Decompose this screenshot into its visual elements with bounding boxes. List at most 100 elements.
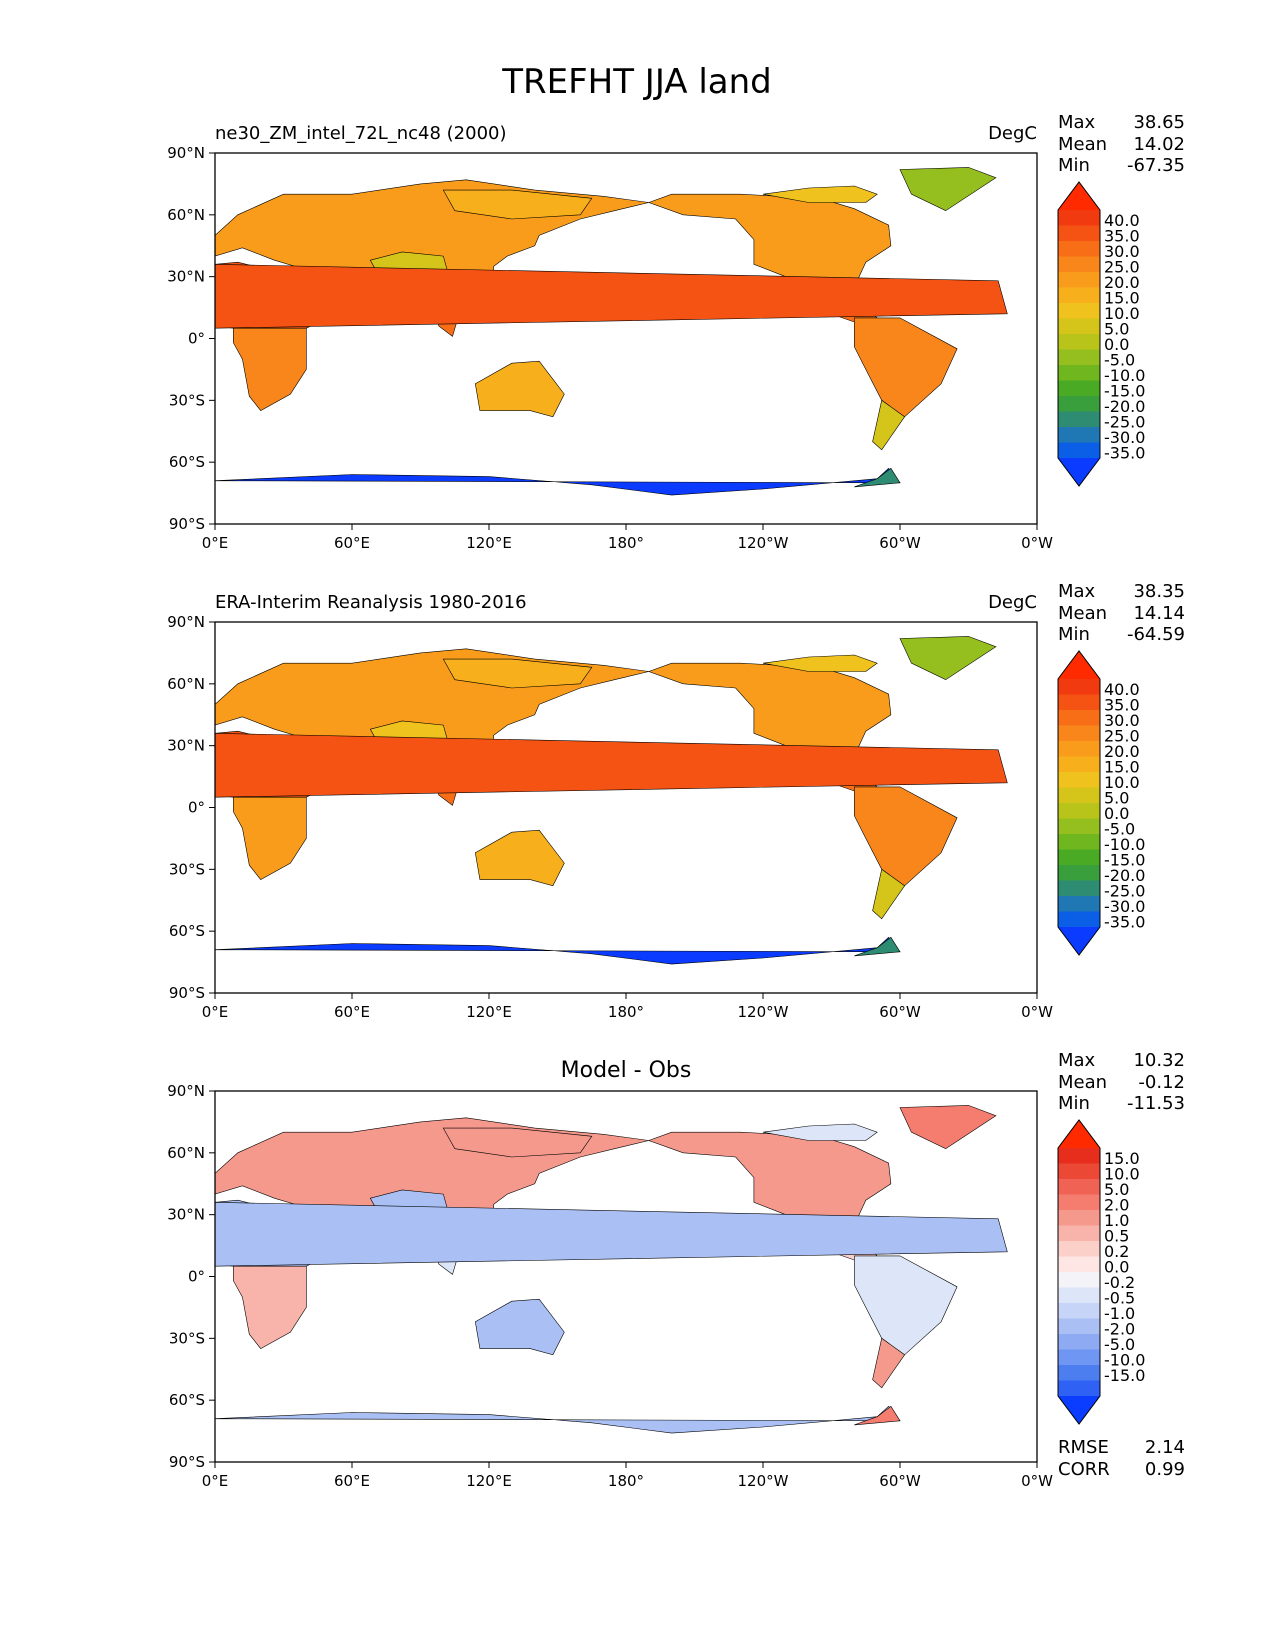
map-area: [214, 621, 1038, 994]
stat-label: Min: [1058, 1093, 1090, 1114]
land-regions: [215, 636, 1008, 993]
colorbar-tick-label: 25.0: [1104, 727, 1140, 746]
colorbar-segment: [1058, 880, 1100, 897]
colorbar-tick-label: 35.0: [1104, 696, 1140, 715]
region-siberia: [442, 189, 593, 220]
colorbar-segment: [1058, 865, 1100, 881]
colorbar-segment: [1058, 1210, 1100, 1226]
colorbar-segment: [1058, 679, 1100, 695]
x-tick-label: 120°E: [466, 1472, 512, 1490]
stat-label: Max: [1058, 581, 1096, 602]
colorbar-tick-label: 0.0: [1104, 804, 1129, 823]
region-canada-arctic: [762, 185, 878, 203]
x-tick-label: 60°E: [334, 534, 370, 552]
colorbar-segment: [1058, 303, 1100, 319]
y-tick-label: 30°S: [169, 860, 205, 878]
colorbar-segment: [1058, 365, 1100, 381]
colorbar-tick-label: 0.2: [1104, 1242, 1129, 1261]
panel-test: 0°E 60°E 120°E 180° 120°W 60°W 0°W 90°N 60°N 30°N…: [167, 112, 1185, 552]
colorbar-segment: [1058, 1272, 1100, 1288]
x-tick-label: 0°E: [202, 1472, 229, 1490]
colorbar-tick-label: -2.0: [1104, 1320, 1135, 1339]
x-tick-label: 0°W: [1021, 1003, 1053, 1021]
colorbar-tick-label: -0.5: [1104, 1289, 1135, 1308]
colorbar-tick-label: 5.0: [1104, 789, 1129, 808]
colorbar-tick-label: 20.0: [1104, 273, 1140, 292]
region-west-africa-coast: [215, 1201, 1008, 1267]
map-area: [214, 1090, 1038, 1463]
x-tick-label: 0°W: [1021, 534, 1053, 552]
colorbar-tick-label: -15.0: [1104, 851, 1145, 870]
colorbar-segment: [1058, 741, 1100, 757]
colorbar-segment: [1058, 256, 1100, 273]
colorbar-tick-label: 15.0: [1104, 289, 1140, 308]
extra-stat-label: CORR: [1058, 1459, 1110, 1480]
colorbar-segment: [1058, 1380, 1100, 1397]
colorbar-outline: [1057, 650, 1101, 956]
colorbar-extend-max: [1058, 1120, 1100, 1148]
colorbar-tick-label: 10.0: [1104, 304, 1140, 323]
colorbar-tick-label: 30.0: [1104, 711, 1140, 730]
y-tick-label: 0°: [188, 799, 205, 817]
x-tick-label: 120°W: [738, 534, 789, 552]
colorbar-extend-min: [1058, 458, 1100, 486]
x-tick-label: 60°W: [879, 1472, 921, 1490]
region-australia: [474, 1298, 565, 1356]
colorbar-segment: [1058, 442, 1100, 459]
colorbar-segment: [1058, 1334, 1100, 1350]
x-tick-label: 60°W: [879, 534, 921, 552]
panel-title-left: ne30_ZM_intel_72L_nc48 (2000): [215, 123, 507, 144]
stat-value: -67.35: [1127, 155, 1185, 176]
stat-label: Mean: [1058, 1072, 1107, 1093]
y-tick-label: 0°: [188, 330, 205, 348]
colorbar-segment: [1058, 896, 1100, 912]
colorbar-segment: [1058, 225, 1100, 242]
region-patagonia: [872, 399, 906, 451]
region-greenland: [899, 636, 997, 681]
colorbar-outline: [1057, 181, 1101, 487]
colorbar-tick-label: -20.0: [1104, 397, 1145, 416]
colorbar-tick-label: 10.0: [1104, 1165, 1140, 1184]
colorbar-segment: [1058, 834, 1100, 850]
stat-value: 14.14: [1133, 603, 1185, 624]
colorbar-segment: [1058, 1148, 1100, 1164]
x-tick-label: 0°E: [202, 1003, 229, 1021]
panel-title-center: Model - Obs: [561, 1058, 692, 1083]
colorbar-tick-label: -10.0: [1104, 1351, 1145, 1370]
land-regions: [215, 167, 1008, 524]
panel-reference: 0°E 60°E 120°E 180° 120°W 60°W 0°W 90°N 60°N 30°N…: [167, 581, 1185, 1021]
stat-value: 38.35: [1133, 581, 1185, 602]
y-tick-label: 0°: [188, 1268, 205, 1286]
x-tick-label: 0°W: [1021, 1472, 1053, 1490]
colorbar-segment: [1058, 756, 1100, 773]
colorbar-tick-label: 2.0: [1104, 1196, 1129, 1215]
colorbar-tick-label: 15.0: [1104, 758, 1140, 777]
colorbar-segment: [1058, 694, 1100, 711]
colorbar-tick-label: 5.0: [1104, 1180, 1129, 1199]
colorbar-tick-label: -15.0: [1104, 1366, 1145, 1385]
stat-value: 38.65: [1133, 112, 1185, 133]
stat-label: Min: [1058, 155, 1090, 176]
region-antarctica: [215, 1405, 901, 1462]
y-tick-label: 90°N: [167, 613, 205, 631]
x-tick-label: 60°E: [334, 1003, 370, 1021]
colorbar-segment: [1058, 287, 1100, 304]
colorbar-segment: [1058, 772, 1100, 788]
colorbar-tick-label: -35.0: [1104, 444, 1145, 463]
panel-difference: 0°E 60°E 120°E 180° 120°W 60°W 0°W 90°N 60°N 30°N…: [167, 1050, 1185, 1490]
colorbar-tick-label: 0.0: [1104, 335, 1129, 354]
colorbar-tick-label: -25.0: [1104, 413, 1145, 432]
x-tick-label: 180°: [608, 534, 644, 552]
colorbar-tick-label: -5.0: [1104, 820, 1135, 839]
colorbar-segment: [1058, 272, 1100, 288]
y-tick-label: 30°N: [167, 268, 205, 286]
colorbar-segment: [1058, 1349, 1100, 1366]
stat-value: -64.59: [1127, 624, 1185, 645]
colorbar-segment: [1058, 818, 1100, 835]
region-greenland: [899, 1105, 997, 1150]
colorbar-segment: [1058, 803, 1100, 819]
stat-value: 10.32: [1133, 1050, 1185, 1071]
y-tick-label: 30°S: [169, 1329, 205, 1347]
region-southern-africa: [232, 796, 307, 880]
colorbar-tick-label: 5.0: [1104, 320, 1129, 339]
